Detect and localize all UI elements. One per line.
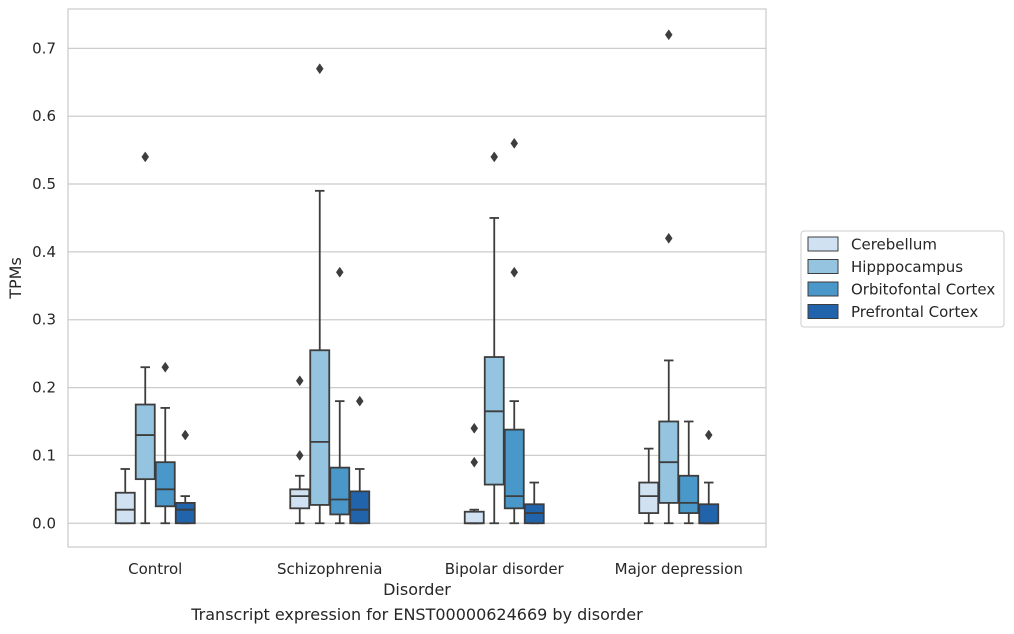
y-tick-label: 0.4 — [32, 243, 56, 261]
box — [174, 502, 196, 525]
legend-swatch — [807, 236, 839, 252]
outlier-point — [490, 151, 499, 163]
tick-labels: 0.0 0.1 0.2 0.3 0.4 0.5 0.6 0.7 Control Schizophr… — [32, 39, 743, 578]
outlier-point — [510, 137, 519, 149]
legend-label: Hipppocampus — [851, 258, 963, 276]
box — [134, 403, 156, 481]
outlier-point — [295, 375, 304, 387]
y-tick-label: 0.6 — [32, 107, 56, 125]
legend-frame — [800, 230, 1005, 328]
legend-label: Cerebellum — [851, 236, 937, 254]
box — [678, 474, 700, 514]
box-group — [289, 375, 311, 525]
box-group — [349, 395, 371, 525]
y-tick-label: 0.7 — [32, 39, 56, 57]
x-tick-label: Control — [128, 560, 182, 578]
box-group — [483, 151, 505, 525]
box-group — [329, 266, 351, 525]
box — [289, 488, 311, 510]
outlier-point — [664, 29, 673, 41]
box — [349, 490, 371, 525]
box-group — [154, 361, 176, 525]
gridlines — [68, 47, 766, 524]
outlier-point — [704, 429, 713, 441]
y-tick-label: 0.0 — [32, 514, 56, 532]
legend-swatch — [807, 259, 839, 274]
box — [114, 491, 136, 525]
box-group — [698, 429, 720, 525]
outlier-point — [664, 232, 673, 244]
y-tick-label: 0.3 — [32, 311, 56, 329]
outlier-point — [141, 151, 150, 163]
box-group — [503, 137, 525, 525]
box — [309, 349, 331, 506]
box-group — [678, 420, 700, 525]
box-group — [658, 29, 680, 525]
legend-swatch — [807, 304, 839, 319]
outlier-point — [161, 361, 170, 373]
outlier-point — [355, 395, 364, 407]
x-tick-label: Schizophrenia — [277, 560, 382, 578]
outlier-point — [510, 266, 519, 278]
x-axis-label: Disorder — [383, 580, 451, 599]
box — [483, 356, 505, 486]
box-group — [174, 429, 196, 525]
legend-swatch — [807, 281, 839, 297]
box-group — [523, 481, 545, 525]
box — [154, 461, 176, 508]
box — [503, 428, 525, 510]
figure-caption: Transcript expression for ENST0000062466… — [191, 605, 643, 624]
box-group — [134, 151, 156, 525]
box-group — [638, 447, 660, 525]
outlier-point — [470, 422, 479, 434]
box-group — [309, 63, 331, 525]
box — [329, 466, 351, 516]
outlier-point — [181, 429, 190, 441]
x-tick-label: Bipolar disorder — [445, 560, 565, 578]
box — [698, 503, 720, 525]
y-axis-label: TPMs — [6, 257, 25, 300]
legend-label: Prefrontal Cortex — [851, 303, 978, 321]
boxes — [114, 29, 720, 525]
outlier-point — [335, 266, 344, 278]
legend-label: Orbitofontal Cortex — [851, 281, 995, 299]
plot-frame — [67, 8, 767, 548]
outlier-point — [470, 456, 479, 468]
y-tick-label: 0.2 — [32, 379, 56, 397]
box-group — [463, 422, 485, 525]
box — [463, 510, 485, 525]
box — [638, 481, 660, 514]
x-tick-label: Major depression — [615, 560, 743, 578]
y-tick-label: 0.5 — [32, 175, 56, 193]
y-tick-label: 0.1 — [32, 446, 56, 464]
outlier-point — [315, 63, 324, 75]
box-group — [114, 468, 136, 525]
outlier-point — [295, 449, 304, 461]
legend: Cerebellum Hipppocampus Orbitofontal Corte… — [800, 230, 1005, 328]
